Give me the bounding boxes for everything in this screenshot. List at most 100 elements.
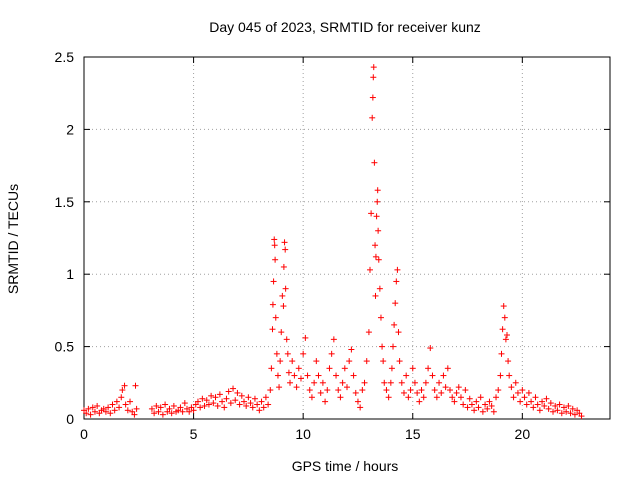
data-point: [541, 402, 548, 409]
data-point: [372, 253, 379, 260]
data-point: [517, 398, 524, 405]
data-point: [495, 387, 502, 394]
data-point: [194, 398, 201, 405]
data-point: [414, 389, 421, 396]
data-point: [280, 263, 287, 270]
data-point: [284, 350, 291, 357]
data-point: [243, 402, 250, 409]
data-point: [238, 392, 245, 399]
data-point: [466, 395, 473, 402]
data-point: [519, 387, 526, 394]
data-point: [274, 372, 281, 379]
data-point: [181, 400, 188, 407]
data-point: [416, 398, 423, 405]
data-point: [451, 398, 458, 405]
data-point: [119, 387, 126, 394]
data-point: [212, 394, 219, 401]
data-point: [166, 405, 173, 412]
data-point: [271, 236, 278, 243]
data-point: [501, 314, 508, 321]
data-point: [245, 394, 252, 401]
data-point: [442, 384, 449, 391]
data-point: [371, 159, 378, 166]
data-point: [249, 404, 256, 411]
data-point: [91, 408, 98, 415]
x-tick-label: 0: [80, 426, 88, 442]
data-point: [554, 407, 561, 414]
data-point: [230, 385, 237, 392]
data-point: [302, 334, 309, 341]
data-point: [311, 379, 318, 386]
data-point: [377, 314, 384, 321]
data-point: [508, 384, 515, 391]
data-point: [272, 314, 279, 321]
data-point: [534, 401, 541, 408]
data-point: [267, 387, 274, 394]
data-point: [398, 379, 405, 386]
data-point: [313, 358, 320, 365]
data-point: [368, 210, 375, 217]
data-point: [232, 397, 239, 404]
data-point: [333, 372, 340, 379]
data-point: [283, 336, 290, 343]
data-point: [444, 365, 451, 372]
y-tick-label: 1.5: [55, 194, 75, 210]
data-point: [395, 329, 402, 336]
axis-ticks: 0 5 10 15 20 0 0.5 1 1.5 2 2.5: [55, 49, 610, 442]
data-point: [569, 405, 576, 412]
data-point: [477, 394, 484, 401]
data-point: [514, 389, 521, 396]
data-point: [556, 401, 563, 408]
data-point: [277, 358, 284, 365]
data-point: [550, 408, 557, 415]
data-point: [409, 365, 416, 372]
data-point: [326, 365, 333, 372]
data-point: [497, 372, 504, 379]
data-point: [370, 64, 377, 71]
data-point: [87, 411, 94, 418]
data-point: [279, 292, 286, 299]
data-point: [503, 332, 510, 339]
data-point: [297, 375, 304, 382]
data-point: [420, 394, 427, 401]
y-axis-label: SRMTID / TECUs: [5, 184, 21, 294]
data-point: [280, 303, 287, 310]
data-point: [352, 389, 359, 396]
data-point: [94, 402, 101, 409]
data-point: [473, 398, 480, 405]
data-point: [354, 398, 361, 405]
data-point: [558, 410, 565, 417]
data-point: [405, 394, 412, 401]
data-point: [214, 402, 221, 409]
x-tick-label: 20: [515, 426, 531, 442]
data-point: [157, 404, 164, 411]
data-point: [400, 389, 407, 396]
data-point: [132, 382, 139, 389]
data-point: [387, 379, 394, 386]
data-point: [403, 372, 410, 379]
y-tick-label: 0.5: [55, 339, 75, 355]
data-point: [317, 389, 324, 396]
data-point: [453, 389, 460, 396]
y-tick-label: 2.5: [55, 49, 75, 65]
data-point: [151, 410, 158, 417]
data-point: [118, 394, 125, 401]
data-point: [385, 394, 392, 401]
data-point: [322, 398, 329, 405]
data-point: [484, 405, 491, 412]
data-point: [127, 398, 134, 405]
data-point: [367, 266, 374, 273]
data-point: [479, 408, 486, 415]
data-point: [545, 405, 552, 412]
data-point: [276, 384, 283, 391]
data-point: [254, 401, 261, 408]
data-point: [306, 387, 313, 394]
data-point: [383, 387, 390, 394]
x-tick-label: 10: [295, 426, 311, 442]
data-point: [83, 410, 90, 417]
data-point: [271, 242, 278, 249]
data-point: [315, 372, 322, 379]
data-point: [153, 402, 160, 409]
data-point: [363, 358, 370, 365]
